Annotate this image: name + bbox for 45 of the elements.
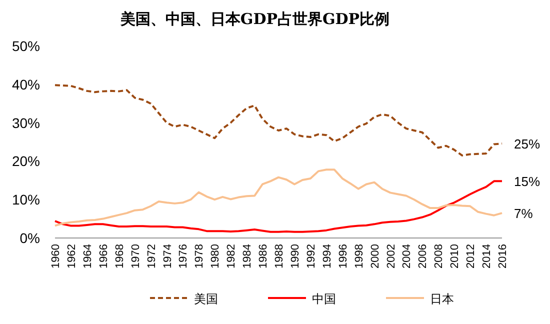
text: 7%	[514, 206, 534, 222]
x-tick-label: 1990	[289, 244, 302, 268]
x-tick-label: 1986	[258, 244, 270, 268]
x-tick-label: 2016	[497, 244, 509, 268]
x-tick-label: 2000	[369, 244, 382, 268]
x-tick-label: 1998	[353, 244, 366, 268]
y-tick-label: 10%	[12, 192, 40, 208]
line-series	[54, 84, 503, 156]
x-tick-label: 2004	[401, 244, 414, 268]
x-tick-label: 1982	[226, 244, 238, 268]
x-tick-label: 2006	[417, 244, 430, 268]
x-tick-label: 2002	[385, 244, 398, 268]
x-tick-label: 1972	[146, 244, 158, 268]
x-tick-label: 1968	[114, 244, 126, 268]
y-tick-label: 50%	[12, 38, 40, 54]
x-tick-label: 1992	[305, 244, 318, 268]
legend-label: 日本	[430, 292, 454, 306]
x-tick-label: 1970	[130, 244, 142, 268]
text: 25%	[514, 136, 540, 152]
y-tick-label: 0%	[20, 230, 40, 246]
x-tick-label: 1978	[194, 244, 206, 268]
line-series	[54, 180, 503, 233]
y-tick-label: 40%	[12, 76, 40, 92]
x-tick-label: 1962	[66, 244, 78, 268]
x-tick-label: 1974	[162, 244, 174, 268]
x-tick-label: 1994	[321, 244, 334, 268]
x-tick-label: 1996	[337, 244, 350, 268]
x-tick-label: 1984	[242, 244, 254, 268]
x-tick-label: 1960	[50, 244, 62, 268]
text: 15%	[514, 174, 540, 190]
x-tick-label: 2014	[481, 244, 494, 268]
x-tick-label: 2010	[449, 244, 462, 268]
x-tick-label: 1964	[82, 244, 94, 268]
x-tick-label: 2008	[433, 244, 446, 268]
y-tick-label: 20%	[12, 153, 40, 170]
legend-label: 美国	[194, 292, 218, 306]
x-tick-label: 1980	[210, 244, 222, 268]
legend-label: 中国	[312, 292, 336, 306]
y-tick-label: 30%	[12, 114, 40, 131]
line-series	[54, 168, 503, 227]
x-tick-label: 1976	[178, 244, 190, 268]
x-tick-label: 1966	[98, 244, 110, 268]
chart-title: 美国、中国、日本GDP占世界GDP比例	[119, 10, 390, 28]
x-tick-label: 2012	[465, 244, 478, 268]
x-tick-label: 1988	[274, 244, 286, 268]
